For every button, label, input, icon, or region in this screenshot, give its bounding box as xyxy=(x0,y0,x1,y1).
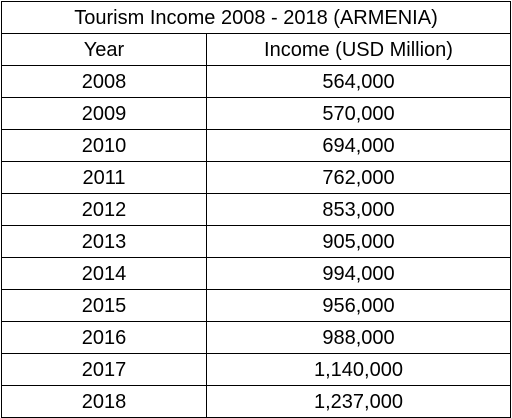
income-cell: 1,140,000 xyxy=(206,353,511,386)
table-row: 2013 905,000 xyxy=(1,225,511,258)
title-row: Tourism Income 2008 - 2018 (ARMENIA) xyxy=(1,1,511,34)
table-row: 2008 564,000 xyxy=(1,65,511,98)
income-cell: 988,000 xyxy=(206,321,511,354)
table-row: 2012 853,000 xyxy=(1,193,511,226)
year-cell: 2009 xyxy=(1,97,207,130)
year-cell: 2014 xyxy=(1,257,207,290)
income-cell: 1,237,000 xyxy=(206,385,511,418)
table-row: 2009 570,000 xyxy=(1,97,511,130)
table-row: 2016 988,000 xyxy=(1,321,511,354)
income-cell: 570,000 xyxy=(206,97,511,130)
income-cell: 956,000 xyxy=(206,289,511,322)
year-cell: 2017 xyxy=(1,353,207,386)
year-cell: 2015 xyxy=(1,289,207,322)
column-header-income: Income (USD Million) xyxy=(206,33,511,66)
table-row: 2018 1,237,000 xyxy=(1,385,511,418)
table-row: 2010 694,000 xyxy=(1,129,511,162)
year-cell: 2011 xyxy=(1,161,207,194)
year-cell: 2012 xyxy=(1,193,207,226)
income-cell: 564,000 xyxy=(206,65,511,98)
table-row: 2011 762,000 xyxy=(1,161,511,194)
table-title: Tourism Income 2008 - 2018 (ARMENIA) xyxy=(1,1,511,34)
income-cell: 853,000 xyxy=(206,193,511,226)
income-cell: 762,000 xyxy=(206,161,511,194)
year-cell: 2013 xyxy=(1,225,207,258)
income-cell: 694,000 xyxy=(206,129,511,162)
year-cell: 2016 xyxy=(1,321,207,354)
year-cell: 2018 xyxy=(1,385,207,418)
income-cell: 994,000 xyxy=(206,257,511,290)
table-row: 2015 956,000 xyxy=(1,289,511,322)
table-row: 2017 1,140,000 xyxy=(1,353,511,386)
header-row: Year Income (USD Million) xyxy=(1,33,511,66)
column-header-year: Year xyxy=(1,33,207,66)
year-cell: 2008 xyxy=(1,65,207,98)
table-row: 2014 994,000 xyxy=(1,257,511,290)
income-cell: 905,000 xyxy=(206,225,511,258)
year-cell: 2010 xyxy=(1,129,207,162)
